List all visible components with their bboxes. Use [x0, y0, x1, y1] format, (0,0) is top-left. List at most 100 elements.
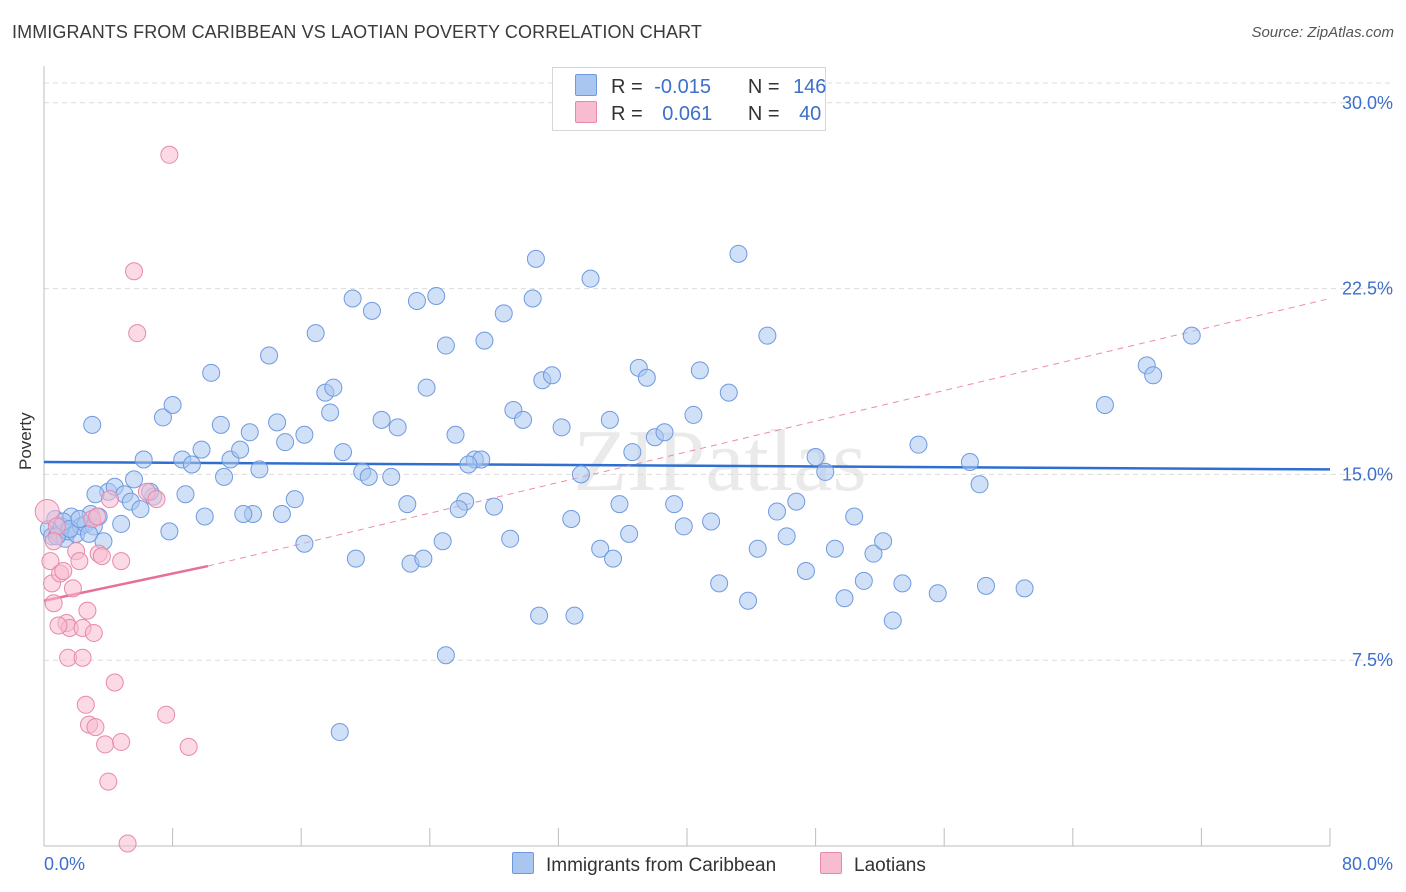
point-caribbean: [202, 363, 221, 382]
point-caribbean: [285, 490, 304, 509]
point-caribbean: [928, 584, 947, 603]
point-caribbean: [211, 415, 230, 434]
point-caribbean: [163, 396, 182, 415]
point-caribbean: [581, 269, 600, 288]
n-label: N =: [747, 103, 780, 125]
point-caribbean: [215, 467, 234, 486]
point-caribbean: [1182, 326, 1201, 345]
point-caribbean: [674, 517, 693, 536]
point-caribbean: [874, 532, 893, 551]
point-caribbean: [80, 524, 99, 543]
point-caribbean: [125, 470, 144, 489]
point-caribbean: [382, 467, 401, 486]
point-caribbean: [864, 544, 883, 563]
point-caribbean: [600, 410, 619, 429]
x-tick-label-max: 80.0%: [1342, 854, 1393, 874]
point-laotians: [49, 616, 68, 635]
point-caribbean: [192, 440, 211, 459]
point-caribbean: [182, 455, 201, 474]
point-laotians: [44, 532, 63, 551]
x-tick-label-min: 0.0%: [44, 854, 85, 874]
y-tick-label: 7.5%: [1352, 650, 1393, 670]
point-caribbean: [176, 485, 195, 504]
point-caribbean: [710, 574, 729, 593]
point-caribbean: [816, 462, 835, 481]
n-value-caribbean: 146: [793, 76, 827, 98]
point-caribbean: [446, 425, 465, 444]
point-caribbean: [398, 495, 417, 514]
point-caribbean: [1095, 396, 1114, 415]
point-caribbean: [427, 287, 446, 306]
point-laotians: [76, 695, 95, 714]
y-tick-label: 30.0%: [1342, 93, 1393, 113]
point-caribbean: [623, 443, 642, 462]
point-laotians: [70, 552, 89, 571]
point-caribbean: [777, 527, 796, 546]
r-label: R =: [611, 76, 643, 98]
point-caribbean: [160, 522, 179, 541]
chart-title: IMMIGRANTS FROM CARIBBEAN VS LAOTIAN POV…: [12, 22, 702, 42]
point-caribbean: [739, 591, 758, 610]
point-caribbean: [231, 440, 250, 459]
point-caribbean: [414, 549, 433, 568]
r-value-caribbean: -0.015: [654, 76, 711, 98]
point-laotians: [112, 552, 131, 571]
point-caribbean: [501, 529, 520, 548]
tick-labels: 7.5% 15.0% 22.5% 30.0% 0.0% 80.0%: [44, 93, 1393, 874]
point-caribbean: [459, 455, 478, 474]
point-laotians: [147, 490, 166, 509]
point-caribbean: [523, 289, 542, 308]
point-caribbean: [970, 475, 989, 494]
point-laotians: [54, 562, 73, 581]
axes: [43, 66, 1331, 847]
point-caribbean: [637, 368, 656, 387]
point-caribbean: [494, 304, 513, 323]
legend-item-caribbean[interactable]: Immigrants from Caribbean: [512, 852, 776, 877]
point-laotians: [92, 547, 111, 566]
point-caribbean: [571, 465, 590, 484]
point-caribbean: [433, 532, 452, 551]
y-tick-label: 15.0%: [1342, 464, 1393, 484]
point-laotians: [63, 579, 82, 598]
series-legend: Immigrants from Caribbean Laotians: [0, 852, 1406, 878]
point-caribbean: [768, 502, 787, 521]
point-caribbean: [276, 433, 295, 452]
caribbean-swatch: [512, 852, 534, 874]
point-caribbean: [960, 453, 979, 471]
point-caribbean: [835, 589, 854, 608]
grid-lines: [44, 82, 1390, 661]
point-caribbean: [250, 460, 269, 479]
point-caribbean: [542, 366, 561, 385]
point-caribbean: [787, 492, 806, 511]
point-laotians: [160, 145, 179, 164]
caribbean-swatch: [575, 74, 597, 96]
point-caribbean: [407, 291, 426, 310]
laotians-swatch: [575, 101, 597, 123]
legend-label-caribbean: Immigrants from Caribbean: [546, 855, 777, 876]
source-label: Source: ZipAtlas.com: [1251, 24, 1394, 41]
point-caribbean: [796, 562, 815, 581]
point-caribbean: [134, 450, 153, 469]
point-caribbean: [388, 418, 407, 437]
point-caribbean: [1015, 579, 1034, 598]
legend-row-laotians: R = 0.061 N = 40: [575, 101, 821, 127]
n-value-laotians: 40: [799, 103, 822, 125]
point-caribbean: [485, 497, 504, 516]
point-caribbean: [806, 448, 825, 467]
point-caribbean: [333, 443, 352, 462]
point-caribbean: [604, 549, 623, 568]
legend-item-laotians[interactable]: Laotians: [820, 852, 926, 877]
data-points: [34, 145, 1201, 853]
point-caribbean: [475, 331, 494, 350]
point-laotians: [41, 552, 60, 571]
point-caribbean: [562, 509, 581, 528]
point-laotians: [128, 324, 147, 343]
legend-label-laotians: Laotians: [854, 855, 926, 876]
point-caribbean: [268, 413, 287, 432]
n-label: N =: [747, 76, 780, 98]
point-laotians: [44, 594, 63, 613]
point-caribbean: [620, 524, 639, 543]
point-laotians: [112, 732, 131, 751]
point-laotians: [34, 499, 60, 525]
point-caribbean: [854, 571, 873, 590]
